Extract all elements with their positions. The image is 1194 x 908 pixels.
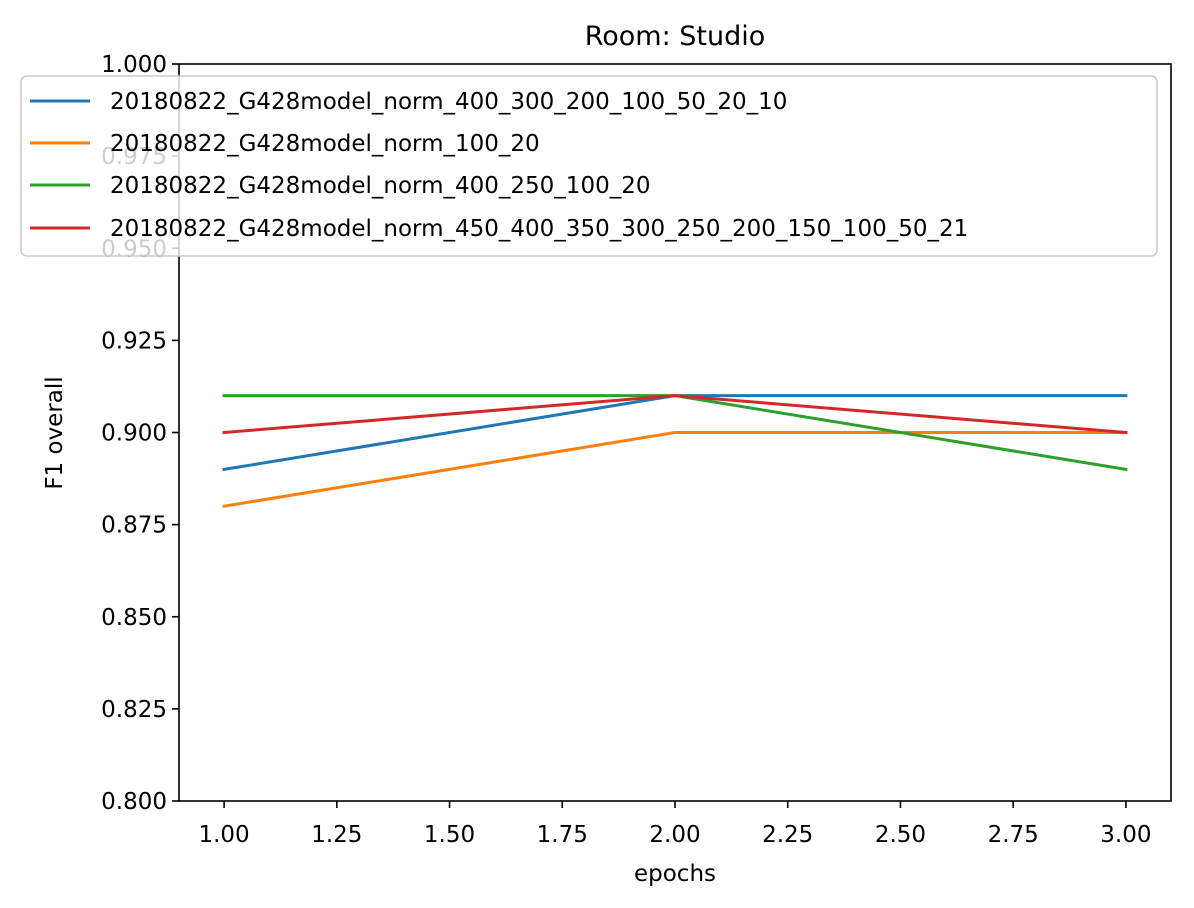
legend-label-2: 20180822_G428model_norm_100_20: [110, 131, 540, 157]
x-tick-label: 3.00: [1100, 822, 1151, 848]
x-tick-label: 2.25: [762, 822, 813, 848]
y-tick-label: 0.875: [101, 513, 167, 539]
legend: 20180822_G428model_norm_400_300_200_100_…: [20, 75, 1158, 257]
y-tick-label: 0.825: [101, 697, 167, 723]
y-axis-label: F1 overall: [42, 376, 68, 489]
x-tick-label: 2.50: [875, 822, 926, 848]
y-tick-label: 0.900: [101, 421, 167, 447]
series-layer: [222, 394, 1128, 508]
legend-label-1: 20180822_G428model_norm_400_300_200_100_…: [110, 89, 787, 115]
series-line-4: [222, 394, 1128, 435]
x-tick-label: 1.25: [311, 822, 362, 848]
x-tick-label: 2.75: [988, 822, 1039, 848]
y-tick-label: 0.925: [101, 328, 167, 354]
legend-frame: [20, 75, 1158, 257]
x-tick-label: 2.00: [649, 822, 700, 848]
legend-label-3: 20180822_G428model_norm_400_250_100_20: [110, 173, 650, 199]
x-axis-label: epochs: [634, 861, 716, 887]
y-tick-label: 0.850: [101, 605, 167, 631]
series-line-2: [222, 431, 1128, 508]
x-tick-label: 1.50: [424, 822, 475, 848]
y-tick-label: 0.800: [101, 789, 167, 815]
chart-title: Room: Studio: [585, 21, 766, 52]
legend-label-4: 20180822_G428model_norm_450_400_350_300_…: [110, 216, 968, 242]
y-tick-label: 1.000: [101, 52, 167, 78]
x-axis: 1.00 1.25 1.50 1.75 2.00 2.25 2.50 2.75 3.00: [198, 801, 1152, 848]
x-tick-label: 1.75: [537, 822, 588, 848]
x-tick-label: 1.00: [198, 822, 249, 848]
